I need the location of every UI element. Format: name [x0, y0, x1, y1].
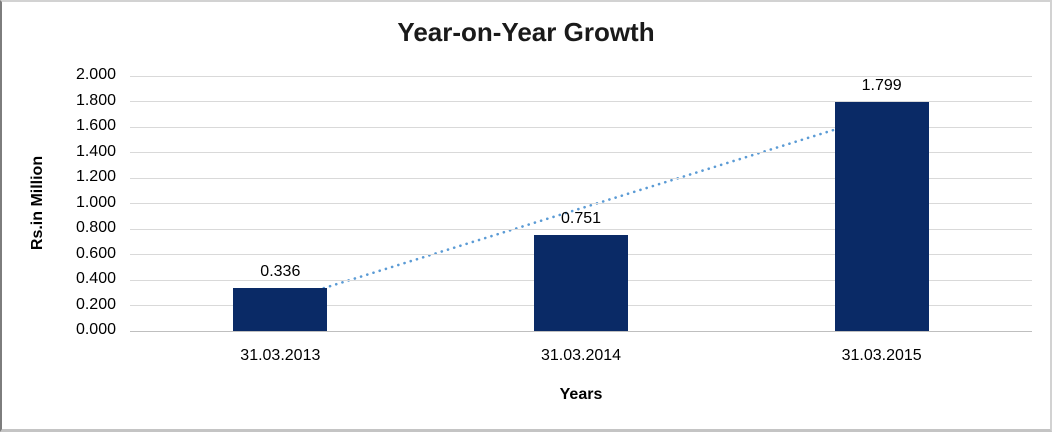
y-tick-label: 1.600	[75, 117, 116, 134]
gridline	[130, 177, 1032, 179]
gridline	[130, 203, 1032, 204]
y-tick-label: 0.000	[75, 321, 116, 338]
gridline	[130, 75, 1032, 77]
y-tick-label: 1.200	[75, 168, 116, 185]
gridline	[130, 330, 1032, 332]
chart-title: Year-on-Year Growth	[397, 17, 655, 47]
plot-area	[130, 75, 1032, 332]
x-axis-title: Years	[559, 386, 603, 403]
gridline	[130, 152, 1032, 153]
bar-31.03.2013	[233, 288, 328, 331]
y-tick-label: 0.800	[75, 219, 116, 236]
gridline	[130, 126, 1032, 128]
x-tick-label: 31.03.2014	[540, 347, 622, 364]
trendline	[279, 113, 883, 303]
y-tick-label: 0.600	[75, 244, 116, 262]
data-label: 0.751	[560, 210, 602, 228]
gridline	[130, 228, 1032, 230]
data-label: 1.799	[861, 76, 902, 94]
bar-31.03.2014	[534, 235, 628, 331]
bar-31.03.2015	[834, 101, 929, 331]
y-tick-label: 1.800	[75, 91, 116, 109]
y-tick-label: 0.200	[75, 295, 116, 313]
x-tick-label: 31.03.2013	[240, 347, 321, 364]
x-tick-label: 31.03.2015	[841, 347, 922, 364]
y-tick-label: 1.000	[75, 193, 116, 211]
y-tick-label: 1.400	[75, 142, 116, 160]
data-label: 0.336	[260, 263, 301, 281]
gridline	[130, 101, 1032, 102]
y-tick-label: 2.000	[75, 66, 116, 83]
y-tick-label: 0.400	[75, 270, 116, 287]
